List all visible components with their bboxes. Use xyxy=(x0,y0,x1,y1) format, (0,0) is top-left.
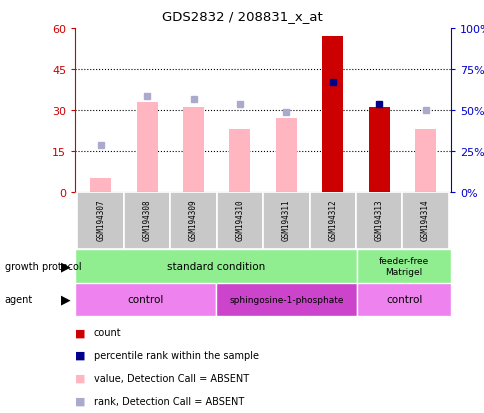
Text: control: control xyxy=(127,294,164,304)
Bar xyxy=(182,108,204,192)
Text: ■: ■ xyxy=(75,373,86,383)
Bar xyxy=(229,130,250,192)
Text: GSM194309: GSM194309 xyxy=(189,199,197,240)
Text: GSM194310: GSM194310 xyxy=(235,199,244,240)
Text: value, Detection Call = ABSENT: value, Detection Call = ABSENT xyxy=(93,373,248,383)
Bar xyxy=(321,37,343,192)
Text: ■: ■ xyxy=(75,350,86,360)
Bar xyxy=(309,192,355,250)
Bar xyxy=(75,283,216,316)
Text: sphingosine-1-phosphate: sphingosine-1-phosphate xyxy=(229,295,343,304)
Text: GSM194311: GSM194311 xyxy=(281,199,290,240)
Bar xyxy=(216,192,262,250)
Text: ■: ■ xyxy=(75,328,86,337)
Text: GSM194307: GSM194307 xyxy=(96,199,105,240)
Text: percentile rank within the sample: percentile rank within the sample xyxy=(93,350,258,360)
Bar xyxy=(262,192,309,250)
Text: GDS2832 / 208831_x_at: GDS2832 / 208831_x_at xyxy=(162,10,322,23)
Bar xyxy=(136,102,157,192)
Text: count: count xyxy=(93,328,121,337)
Bar xyxy=(275,119,296,192)
Bar xyxy=(402,192,448,250)
Bar xyxy=(170,192,216,250)
Bar xyxy=(75,250,356,283)
Bar xyxy=(368,108,389,192)
Bar xyxy=(77,192,123,250)
Text: growth protocol: growth protocol xyxy=(5,261,81,271)
Bar xyxy=(414,130,435,192)
Text: GSM194314: GSM194314 xyxy=(420,199,429,240)
Text: ▶: ▶ xyxy=(60,260,70,273)
Text: GSM194312: GSM194312 xyxy=(328,199,336,240)
Bar xyxy=(355,192,402,250)
Bar xyxy=(123,192,170,250)
Bar xyxy=(356,283,450,316)
Bar xyxy=(368,108,389,192)
Bar xyxy=(216,283,356,316)
Text: GSM194313: GSM194313 xyxy=(374,199,383,240)
Bar xyxy=(356,250,450,283)
Text: agent: agent xyxy=(5,294,33,304)
Text: rank, Detection Call = ABSENT: rank, Detection Call = ABSENT xyxy=(93,396,243,406)
Text: feeder-free
Matrigel: feeder-free Matrigel xyxy=(378,257,428,276)
Text: control: control xyxy=(385,294,422,304)
Text: ■: ■ xyxy=(75,396,86,406)
Text: GSM194308: GSM194308 xyxy=(142,199,151,240)
Text: ▶: ▶ xyxy=(60,293,70,306)
Bar xyxy=(90,178,111,192)
Text: standard condition: standard condition xyxy=(166,261,265,271)
